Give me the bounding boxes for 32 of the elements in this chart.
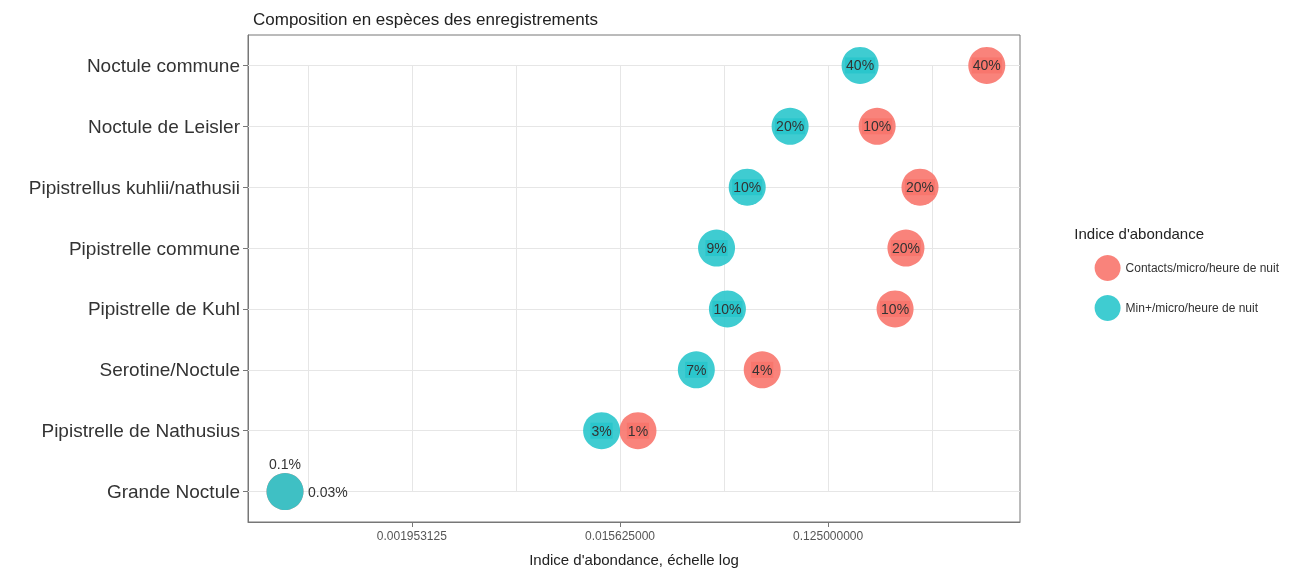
y-tick-label: Noctule de Leisler xyxy=(87,115,241,137)
y-tick-label: Pipistrelle de Nathusius xyxy=(41,420,240,442)
chart-title: Composition en espèces des enregistrements xyxy=(253,10,598,29)
annotation: 1% xyxy=(627,422,649,439)
annotation: 40% xyxy=(972,57,1001,74)
legend-label: Min+/micro/heure de nuit xyxy=(1125,301,1259,315)
annotation: 20% xyxy=(776,118,805,135)
annotation: 10% xyxy=(881,300,910,317)
y-tick-label: Pipistrelle commune xyxy=(68,237,240,259)
annotation: 10% xyxy=(863,118,892,135)
x-axis-title: Indice d'abondance, échelle log xyxy=(529,551,739,568)
y-tick-label: Pipistrelle de Kuhl xyxy=(87,298,240,320)
legend-title: Indice d'abondance xyxy=(1074,225,1204,242)
y-tick-label: Noctule commune xyxy=(86,54,240,76)
annotation: 7% xyxy=(686,361,707,378)
annotation: 40% xyxy=(846,57,875,74)
annotation: 0.03% xyxy=(308,483,348,500)
annotation: 20% xyxy=(891,240,920,257)
legend-label: Contacts/micro/heure de nuit xyxy=(1125,261,1280,275)
annotation: 9% xyxy=(706,240,727,257)
annotation: 20% xyxy=(905,179,935,196)
annotation: 0.1% xyxy=(269,455,301,472)
x-tick-label: 0.125000000 xyxy=(793,529,864,543)
annotation: 3% xyxy=(591,422,612,439)
annotation: 4% xyxy=(752,361,773,378)
y-tick-label: Grande Noctule xyxy=(106,481,240,503)
annotation: 10% xyxy=(713,300,742,317)
x-tick-label: 0.015625000 xyxy=(584,529,656,543)
y-tick-label: Pipistrellus kuhlii/nathusii xyxy=(28,176,240,198)
y-tick-label: Serotine/Noctule xyxy=(99,359,240,381)
x-tick-label: 0.001953125 xyxy=(376,529,448,543)
annotation: 10% xyxy=(733,179,762,196)
